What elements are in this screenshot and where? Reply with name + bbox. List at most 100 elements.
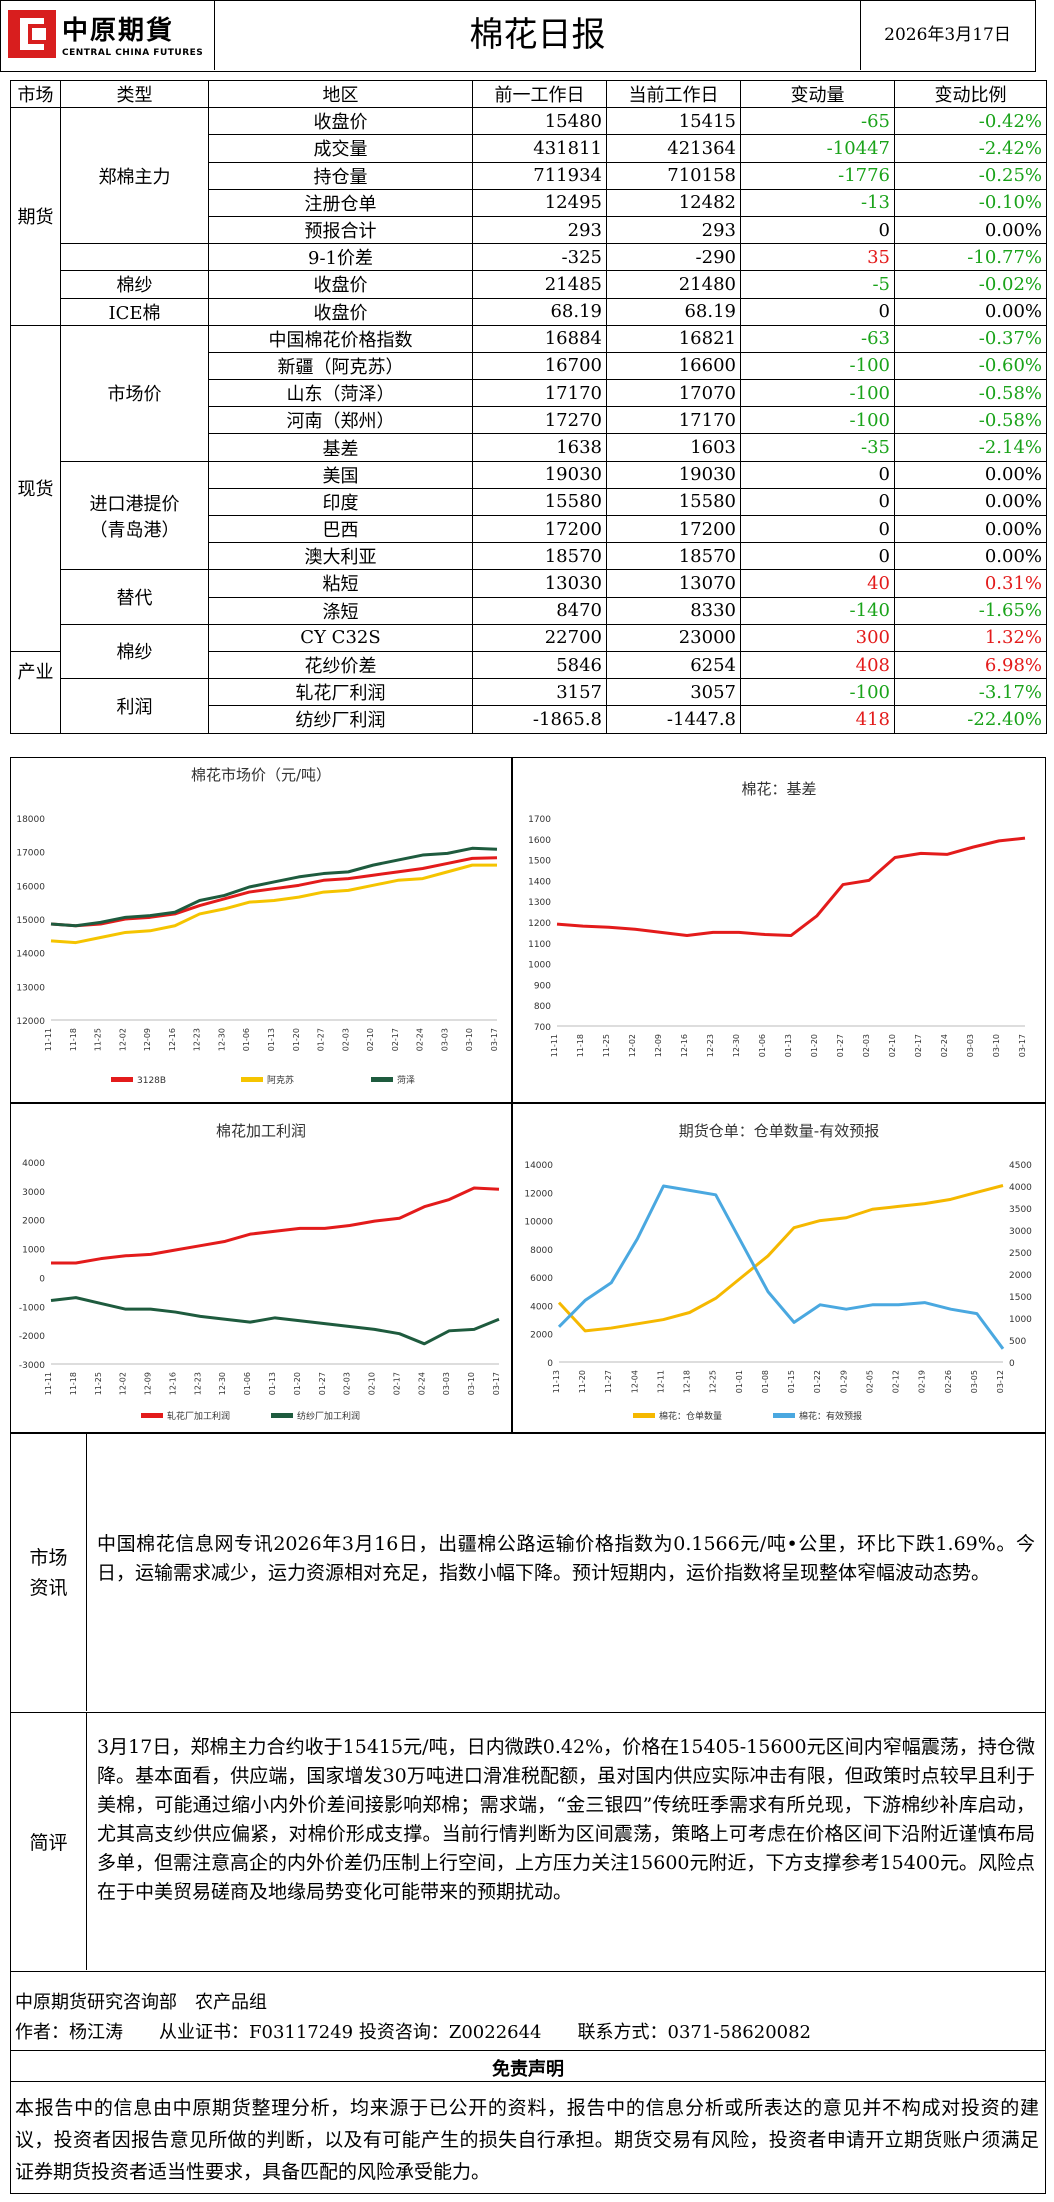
legend-label: 3128B [137,1076,166,1086]
legend-swatch [241,1077,263,1082]
legend-swatch [773,1413,795,1418]
prev-value-cell: 16884 [472,324,607,353]
y-tick-label: 2000 [530,1331,553,1341]
prev-value-cell: 13030 [472,569,607,598]
legend-swatch [371,1077,393,1082]
cur-value-cell: 68.19 [606,297,741,326]
prev-value-cell: 21485 [472,270,607,299]
x-tick-label: 01-27 [317,1028,326,1051]
x-tick-label: 11-25 [94,1372,103,1395]
x-tick-label: 12-30 [218,1372,227,1395]
chart-title: 棉花市场价（元/吨） [190,766,332,784]
pct-change-cell: -0.25% [894,161,1047,190]
pct-change-cell: 1.32% [894,623,1047,652]
x-tick-label: 12-30 [217,1028,226,1051]
dept-line: 中原期货研究咨询部 农产品组 [15,1992,267,2013]
chart-title: 棉花：基差 [741,780,817,798]
change-cell: -13 [740,188,895,217]
prev-value-cell: 17170 [472,379,607,408]
y-tick-label: 1700 [528,815,551,825]
x-tick-label: 11-11 [44,1028,53,1051]
y-tick-label: 0 [39,1274,45,1284]
y2-tick-label: 4000 [1009,1183,1032,1193]
y-tick-label: 18000 [16,815,45,825]
series-line-1 [50,863,497,945]
cur-value-cell: 19030 [606,460,741,489]
y-tick-label: 2000 [22,1217,45,1227]
chart-svg: 12000 13000 14000 15000 16000 17000 18000 11-11… [16,815,499,1086]
x-tick-label: 02-12 [892,1370,901,1393]
pct-change-cell: 0.00% [894,215,1047,245]
cur-value-cell: 710158 [606,161,741,190]
y2-tick-label: 500 [1009,1337,1026,1347]
x-tick-label: 01-06 [242,1028,251,1051]
change-cell: 0 [740,487,895,517]
prev-value-cell: 19030 [472,460,607,489]
legend-swatch [271,1413,293,1418]
change-cell: -5 [740,270,895,299]
x-tick-label: 11-13 [552,1370,561,1393]
pct-change-cell: 0.31% [894,569,1047,598]
legend-swatch [141,1413,163,1418]
change-cell: -100 [740,678,895,707]
prev-value-cell: 8470 [472,596,607,625]
x-tick-label: 12-23 [193,1028,202,1051]
disclaimer-title-box: 免责声明 [10,2050,1046,2082]
x-tick-label: 01-06 [758,1034,767,1057]
review-section: 简评 3月17日，郑棉主力合约收于15415元/吨，日内微跌0.42%，价格在1… [10,1712,1046,1972]
market-section-cell: 产业 [10,650,61,734]
page-title: 棉花日报 [469,15,606,55]
cur-value-cell: 18570 [606,542,741,571]
pct-change-cell: 6.98% [894,650,1047,680]
item-cell: 巴西 [208,514,473,544]
pct-change-cell: -2.14% [894,433,1047,462]
cur-value-cell: 21480 [606,270,741,299]
market-info-label-text: 市场资讯 [29,1546,68,1599]
cur-value-cell: 1603 [606,433,741,462]
prev-value-cell: 431811 [472,134,607,163]
pct-change-cell: -22.40% [894,705,1047,734]
company-logo: 中原期貨 CENTRAL CHINA FUTURES [0,0,215,70]
x-tick-label: 02-03 [341,1028,350,1051]
legend-label: 纺纱厂加工利润 [297,1410,360,1422]
pct-change-cell: 0.00% [894,297,1047,326]
item-cell: 花纱价差 [208,650,473,680]
chart-svg: 700 800 900 1000 1100 1200 1300 1400 1500 1600 170… [528,815,1027,1057]
legend-swatch [111,1077,133,1082]
y-tick-label: 1200 [528,919,551,929]
table-row: 预报合计 293 293 0 0.00% [11,215,1047,245]
x-tick-label: 03-17 [492,1372,501,1395]
y-tick-label: 1100 [528,940,551,950]
legend-label: 菏泽 [397,1075,415,1086]
cur-value-cell: 17200 [606,514,741,544]
type-group-cell: ICE棉 [60,297,209,326]
table-row: 9-1价差 -325 -290 35 -10.77% [11,243,1047,272]
item-cell: 中国棉花价格指数 [208,324,473,353]
change-cell: 300 [740,623,895,652]
item-cell: 9-1价差 [208,243,473,272]
table-row: 期货 郑棉主力 收盘价 15480 15415 -65 -0.42% [10,107,1047,326]
x-tick-label: 12-02 [628,1034,637,1057]
change-cell: 418 [740,705,895,734]
x-tick-label: 02-05 [865,1370,874,1393]
x-tick-label: 11-18 [576,1034,585,1057]
x-tick-label: 12-16 [680,1034,689,1057]
prev-value-cell: 1638 [472,433,607,462]
item-cell: 印度 [208,487,473,517]
prev-value-cell: 15480 [472,107,607,136]
x-tick-label: 01-29 [839,1370,848,1393]
pct-change-cell: -0.42% [894,107,1047,136]
col-header: 市场 [10,79,61,109]
table-row: 注册仓单 12495 12482 -13 -0.10% [11,188,1047,217]
prev-value-cell: 16700 [472,351,607,381]
x-tick-label: 02-10 [368,1372,377,1395]
x-tick-label: 02-24 [940,1034,949,1057]
change-cell: -65 [740,107,895,136]
y2-tick-label: 3000 [1009,1227,1032,1237]
table-row: 棉纱 CY C32S 22700 23000 300 1.32% [11,623,1047,680]
series-line-1 [50,1296,500,1346]
change-cell: -100 [740,406,895,435]
y2-tick-label: 2500 [1009,1249,1032,1259]
x-tick-label: 03-10 [467,1372,476,1395]
prev-value-cell: 12495 [472,188,607,217]
